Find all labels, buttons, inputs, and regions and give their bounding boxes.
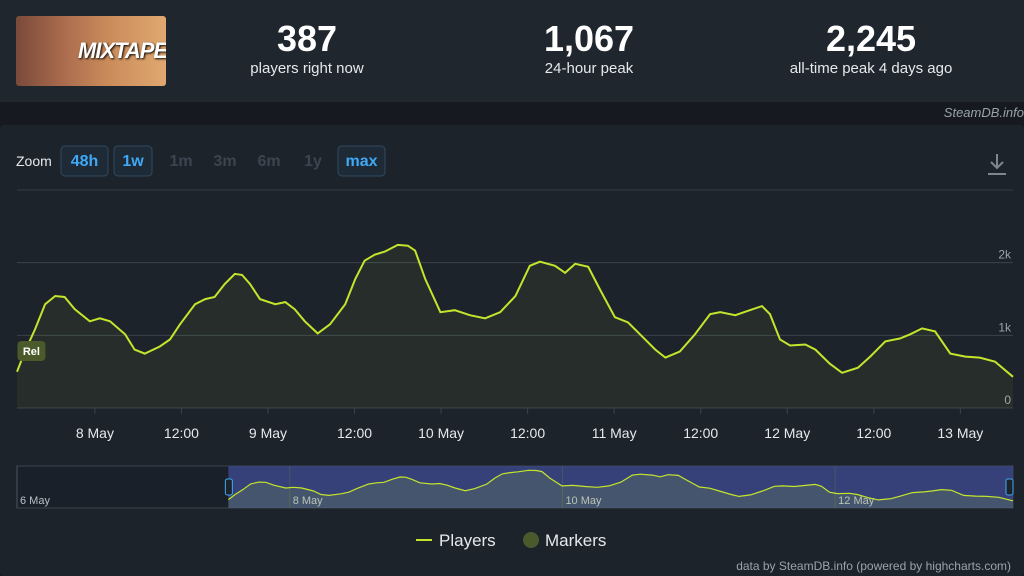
navigator-line xyxy=(228,469,1014,502)
zoom-button[interactable]: 48h xyxy=(71,153,99,170)
stat-label: 24-hour peak xyxy=(544,60,634,77)
stat-value: 2,245 xyxy=(825,18,917,59)
x-tick-label: 8 May xyxy=(76,425,114,441)
y-tick-label: 2k xyxy=(998,248,1012,262)
navigator-label: 12 May xyxy=(838,495,875,507)
x-tick-label: 12:00 xyxy=(683,425,718,441)
y-tick-label: 1k xyxy=(998,320,1012,334)
marker[interactable] xyxy=(17,341,46,361)
navigator-label: 6 May xyxy=(20,495,50,507)
x-tick-label: 12:00 xyxy=(337,425,372,441)
navigator-selection[interactable] xyxy=(228,466,1013,508)
source[interactable]: SteamDB.info xyxy=(943,105,1024,120)
navigator-area xyxy=(228,470,1013,508)
zoom-button[interactable]: max xyxy=(345,153,377,170)
area xyxy=(17,244,1013,408)
x-tick-label: 12:00 xyxy=(856,425,891,441)
legend-symbol xyxy=(523,532,539,548)
y-tick-label: 0 xyxy=(1004,393,1011,407)
x-tick-label: 12:00 xyxy=(510,425,545,441)
zoom-label: Zoom xyxy=(16,153,52,169)
legend-label[interactable]: Players xyxy=(439,531,496,550)
zoom-button-frame[interactable] xyxy=(337,145,386,177)
zoom-button[interactable]: 3m xyxy=(213,153,236,170)
navigator-label: 8 May xyxy=(293,495,323,507)
stat-value: 1,067 xyxy=(543,18,635,59)
header: MIXTAPE 387 players right now 1,067 24-hou… xyxy=(0,0,1024,102)
zoom-button[interactable]: 1y xyxy=(304,153,322,170)
stat: 1,067 24-hour peak xyxy=(459,18,719,77)
x-tick-label: 11 May xyxy=(592,425,637,441)
zoom-button-frame[interactable] xyxy=(60,145,109,177)
stat-label: players right now xyxy=(250,60,364,77)
credit: data by SteamDB.info (powered by highcha… xyxy=(736,559,1011,573)
marker-label: Rel xyxy=(23,346,40,358)
download-icon[interactable] xyxy=(988,154,1006,175)
stat-label: all-time peak 4 days ago xyxy=(789,60,953,77)
legend-label[interactable]: Markers xyxy=(545,531,606,550)
navigator-label: 10 May xyxy=(565,495,602,507)
game-title: MIXTAPE xyxy=(78,38,166,63)
zoom-button[interactable]: 6m xyxy=(257,153,280,170)
zoom-button-frame[interactable] xyxy=(113,145,153,177)
navigator-handle[interactable] xyxy=(224,478,233,496)
x-tick-label: 10 May xyxy=(418,425,464,441)
stat: 387 players right now xyxy=(177,18,437,77)
x-tick-label: 12:00 xyxy=(164,425,199,441)
game-thumbnail[interactable]: MIXTAPE xyxy=(16,16,166,86)
x-tick-label: 12 May xyxy=(764,425,810,441)
x-tick-label: 9 May xyxy=(249,425,287,441)
zoom-button[interactable]: 1w xyxy=(122,153,144,170)
stat-value: 387 xyxy=(276,18,338,59)
line xyxy=(16,243,1014,378)
stat: 2,245 all-time peak 4 days ago xyxy=(741,18,1001,77)
zoom-button[interactable]: 1m xyxy=(169,153,192,170)
x-tick-label: 13 May xyxy=(937,425,983,441)
navigator-handle[interactable] xyxy=(1005,478,1014,496)
